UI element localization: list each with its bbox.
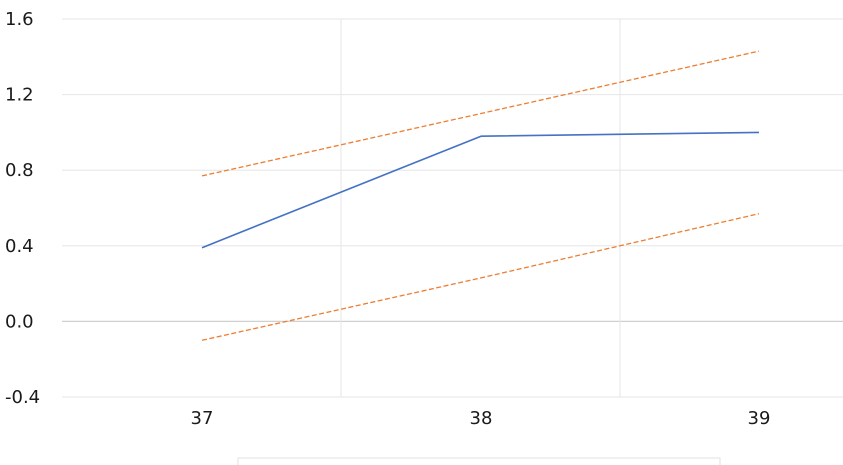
x-tick-label: 37 — [191, 408, 214, 429]
y-tick-label: 0.0 — [5, 311, 34, 332]
x-tick-label: 38 — [470, 408, 493, 429]
x-tick-label: 39 — [748, 408, 771, 429]
series-line-dashed-1 — [201, 50, 760, 177]
y-tick-label: 0.4 — [5, 236, 34, 257]
y-tick-label: 1.2 — [5, 85, 34, 106]
y-tick-label: 0.8 — [5, 160, 34, 181]
series-line-0 — [201, 131, 760, 249]
series-line-dashed-2 — [201, 213, 760, 341]
grid-layer — [62, 18, 843, 398]
x-axis-labels: 37 38 39 — [191, 408, 771, 429]
y-axis-labels: 1.6 1.2 0.8 0.4 0.0 -0.4 — [5, 9, 40, 408]
y-tick-label: 1.6 — [5, 9, 34, 30]
legend-box — [237, 457, 721, 465]
y-tick-label: -0.4 — [5, 387, 40, 408]
series-layer — [201, 50, 760, 341]
